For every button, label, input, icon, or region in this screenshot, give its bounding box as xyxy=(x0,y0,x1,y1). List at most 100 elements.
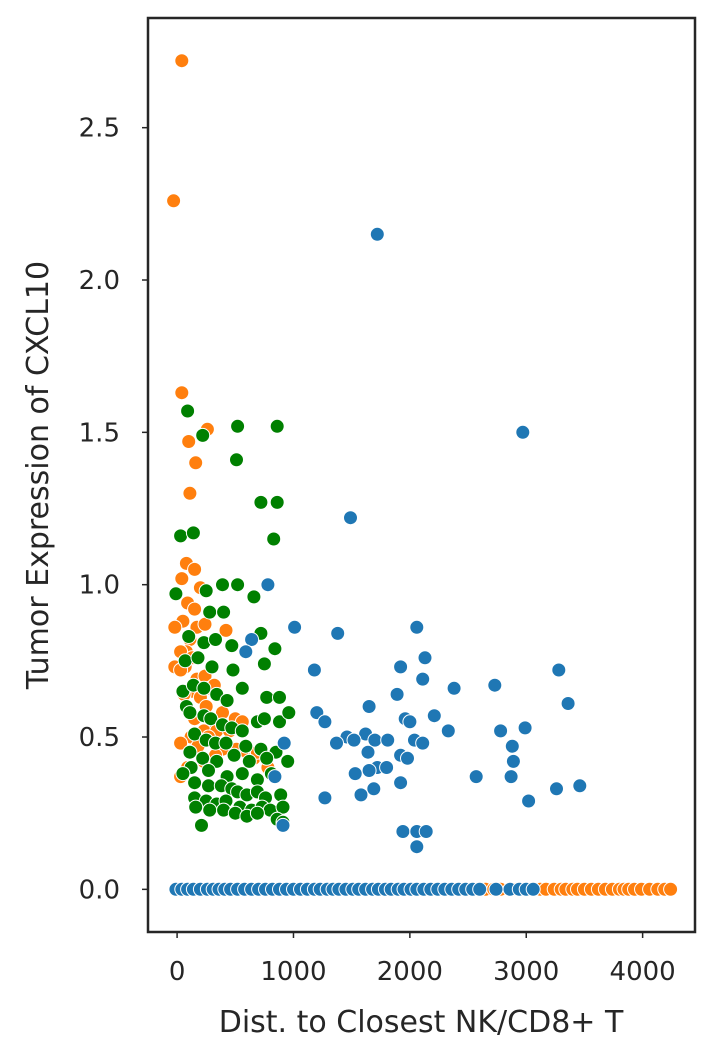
scatter-point xyxy=(234,766,250,782)
scatter-point xyxy=(187,726,203,742)
scatter-point xyxy=(402,714,418,730)
scatter-point xyxy=(182,485,198,501)
scatter-point xyxy=(195,427,211,443)
scatter-point xyxy=(201,778,216,794)
scatter-point xyxy=(273,787,289,803)
scatter-point xyxy=(173,528,189,544)
ticks-layer: 0 1000 2000 3000 4000 0.0 0.5 1.0 1.5 2.0 2.5 xyxy=(79,114,676,987)
scatter-point xyxy=(234,723,250,739)
scatter-point xyxy=(203,711,219,727)
scatter-point xyxy=(515,424,531,440)
scatter-point xyxy=(218,622,234,638)
scatter-point xyxy=(663,881,679,897)
scatter-point xyxy=(415,735,431,751)
scatter-point xyxy=(260,577,276,593)
scatter-point xyxy=(440,723,456,739)
y-tick-label: 1.0 xyxy=(79,571,120,601)
scatter-point xyxy=(198,583,214,599)
scatter-point xyxy=(230,577,246,593)
x-tick-label: 0 xyxy=(169,957,186,987)
scatter-point xyxy=(219,693,235,708)
scatter-point xyxy=(190,650,206,666)
scatter-point xyxy=(317,714,333,730)
scatter-point xyxy=(204,659,220,675)
scatter-point xyxy=(180,403,196,419)
scatter-point xyxy=(287,619,303,635)
scatter-point xyxy=(346,732,362,748)
scatter-point xyxy=(426,708,442,724)
scatter-point xyxy=(266,531,282,547)
scatter-point xyxy=(329,735,344,751)
scatter-point xyxy=(215,577,230,593)
scatter-point xyxy=(380,732,396,748)
scatter-point xyxy=(275,817,291,833)
scatter-point xyxy=(238,644,254,660)
scatter-point xyxy=(505,753,521,769)
scatter-point xyxy=(202,604,218,620)
scatter-point xyxy=(369,226,385,242)
scatter-point xyxy=(549,781,564,797)
scatter-point xyxy=(360,744,376,760)
scatter-point xyxy=(241,753,257,769)
scatter-point xyxy=(181,434,197,449)
scatter-point xyxy=(238,738,254,754)
scatter-point xyxy=(418,824,434,839)
scatter-point xyxy=(259,750,275,766)
plot-frame xyxy=(146,16,697,934)
scatter-point xyxy=(174,385,190,401)
scatter-point xyxy=(182,705,198,721)
scatter-point xyxy=(194,817,209,833)
x-axis-label: Dist. to Closest NK/CD8+ T xyxy=(219,1005,624,1040)
scatter-point xyxy=(361,763,377,778)
scatter-point xyxy=(182,744,198,760)
scatter-point xyxy=(188,799,204,815)
scatter-point xyxy=(487,677,503,693)
scatter-point xyxy=(551,662,567,678)
scatter-point xyxy=(517,720,533,736)
scatter-point xyxy=(208,632,223,647)
scatter-point xyxy=(256,711,272,727)
scatter-point xyxy=(280,753,296,769)
scatter-point xyxy=(185,525,201,541)
scatter-point xyxy=(246,589,262,605)
scatter-point xyxy=(166,193,182,209)
scatter-point xyxy=(306,662,322,678)
scatter-point xyxy=(393,659,409,675)
scatter-point xyxy=(267,769,283,785)
scatter-point xyxy=(525,881,541,897)
scatter-point xyxy=(317,790,333,806)
scatter-point xyxy=(347,766,363,782)
scatter-point xyxy=(472,881,488,897)
scatter-point xyxy=(187,775,203,791)
scatter-point xyxy=(173,735,189,751)
scatter-point xyxy=(389,686,405,702)
y-axis-label: Tumor Expression of CXCL10 xyxy=(21,261,56,690)
x-tick-label: 1000 xyxy=(260,957,326,987)
scatter-point xyxy=(196,680,212,696)
scatter-point xyxy=(521,793,537,809)
scatter-point xyxy=(409,839,425,855)
scatter-point xyxy=(504,738,520,754)
scatter-point xyxy=(361,699,377,714)
scatter-point xyxy=(188,455,204,471)
scatter-point xyxy=(229,452,244,468)
scatter-point xyxy=(417,650,433,666)
y-tick-label: 2.5 xyxy=(79,114,120,144)
scatter-point xyxy=(409,619,425,635)
scatter-point xyxy=(167,619,183,635)
scatter-point xyxy=(216,604,232,620)
scatter-point xyxy=(272,689,287,705)
x-tick-label: 4000 xyxy=(610,957,676,987)
scatter-point xyxy=(379,760,395,775)
x-tick-label: 3000 xyxy=(493,957,559,987)
scatter-point xyxy=(275,799,291,815)
scatter-point xyxy=(267,641,283,657)
x-tick-label: 2000 xyxy=(377,957,443,987)
scatter-point xyxy=(175,766,191,782)
y-tick-label: 1.5 xyxy=(79,418,120,448)
scatter-point xyxy=(201,763,216,778)
points-layer xyxy=(166,53,679,897)
scatter-point xyxy=(493,723,509,739)
scatter-point xyxy=(195,750,211,766)
scatter-point xyxy=(395,824,411,839)
